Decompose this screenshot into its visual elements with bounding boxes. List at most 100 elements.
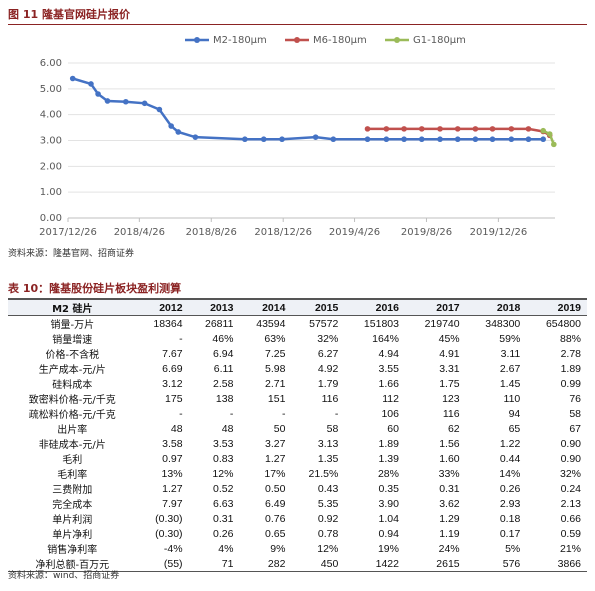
table-cell: 106 bbox=[381, 407, 399, 420]
table-row: 非硅成本-元/片 3.58 3.53 3.27 3.13 1.89 1.56 1.22 0.90 bbox=[8, 436, 587, 452]
table-row: 三费附加 1.27 0.52 0.50 0.43 0.35 0.31 0.26 0.24 bbox=[8, 481, 587, 497]
table-cell: 0.66 bbox=[560, 512, 581, 525]
point bbox=[418, 126, 425, 132]
table-cell: 0.99 bbox=[560, 377, 581, 390]
table-cell: 单片净利 bbox=[52, 530, 93, 541]
table-cell: 2.13 bbox=[560, 497, 581, 510]
table-row: 硅料成本 3.12 2.58 2.71 1.79 1.66 1.75 1.45 0.99 bbox=[8, 376, 587, 392]
table-cell: 60 bbox=[387, 422, 399, 435]
table-row: 单片净利 (0.30) 0.26 0.65 0.78 0.94 1.19 0.17 0.59 bbox=[8, 526, 587, 542]
table-cell: 13% bbox=[161, 467, 183, 480]
table-cell: 1.19 bbox=[439, 527, 460, 540]
table-cell: 5.35 bbox=[317, 497, 339, 510]
table-row: 生产成本-元/片 6.69 6.11 5.98 4.92 3.55 3.31 2.67 1.89 bbox=[8, 361, 587, 377]
table-cell: 2.67 bbox=[499, 362, 521, 375]
table-cell: 1.04 bbox=[378, 512, 399, 525]
table-cell: 4.91 bbox=[439, 347, 460, 360]
table-cell: 1.89 bbox=[378, 437, 399, 450]
point bbox=[418, 136, 425, 143]
table-cell: 46% bbox=[212, 332, 234, 345]
figure-source: 资料来源：隆基官网、招商证券 bbox=[8, 249, 135, 259]
point bbox=[330, 136, 337, 143]
table-cell: 21.5% bbox=[308, 467, 339, 480]
table-cell: 0.24 bbox=[560, 482, 581, 495]
table-cell: 0.76 bbox=[265, 512, 286, 525]
table-row: 销量-万片 18364 26811 43594 57572 151803 219740 348… bbox=[8, 316, 587, 332]
table-cell: 硅料成本 bbox=[52, 380, 93, 391]
table-cell: 3.62 bbox=[439, 497, 460, 510]
table: M2 硅片 2012 2013 2014 2015 2016 2017 2018 2019 销量-… bbox=[8, 298, 587, 572]
point bbox=[364, 126, 371, 132]
table-cell: 0.90 bbox=[560, 452, 581, 465]
table-cell: 48 bbox=[170, 422, 183, 435]
point bbox=[104, 98, 111, 104]
table-cell: 完全成本 bbox=[52, 500, 93, 511]
table-cell: 0.97 bbox=[162, 452, 183, 465]
table-cell: 3866 bbox=[526, 556, 587, 572]
x-tick-label: 2018/8/26 bbox=[186, 227, 237, 238]
table-row: 毛利 0.97 0.83 1.27 1.35 1.39 1.60 0.44 0.90 bbox=[8, 451, 587, 467]
table-cell: 2012 bbox=[136, 298, 189, 316]
point bbox=[260, 136, 267, 143]
table-cell: 1.89 bbox=[560, 362, 581, 375]
table-cell: 1422 bbox=[344, 556, 405, 572]
table-cell: 毛利 bbox=[62, 455, 83, 466]
point bbox=[383, 126, 390, 132]
table-cell: 58 bbox=[326, 422, 339, 435]
x-tick-label: 2018/4/26 bbox=[114, 227, 165, 238]
table-cell: 2018 bbox=[465, 298, 527, 316]
point bbox=[401, 126, 407, 132]
table-cell: 0.83 bbox=[212, 452, 234, 465]
table-cell: 净利总额-百万元 bbox=[8, 556, 137, 572]
x-tick-label: 2017/12/26 bbox=[39, 227, 97, 238]
table-cell: 19% bbox=[377, 542, 399, 555]
table-cell: 26811 bbox=[205, 317, 234, 330]
table-cell: 0.44 bbox=[499, 452, 521, 465]
table-cell: 1.39 bbox=[378, 452, 399, 465]
point bbox=[540, 136, 547, 143]
table-cell: 0.17 bbox=[499, 527, 521, 540]
table-cell: 71 bbox=[188, 556, 240, 572]
table-cell: 销售净利率 bbox=[47, 545, 98, 556]
table-cell: 1.75 bbox=[439, 377, 460, 390]
x-tick-label: 2019/12/26 bbox=[470, 227, 528, 238]
point bbox=[95, 91, 101, 97]
y-tick-label: 3.00 bbox=[40, 136, 62, 147]
point bbox=[175, 129, 182, 135]
table-cell: 0.94 bbox=[378, 527, 399, 540]
table-cell: 销量增速 bbox=[52, 335, 93, 346]
point bbox=[242, 136, 248, 143]
point bbox=[489, 126, 496, 132]
table-cell: M2 硅片 bbox=[8, 298, 137, 316]
table-cell: - bbox=[179, 332, 183, 345]
table-cell: 5% bbox=[505, 542, 521, 555]
table-cell: 疏松料价格-元/千克 bbox=[28, 410, 116, 421]
table-cell: 生产成本-元/片 bbox=[38, 365, 106, 376]
table-source: 资料来源：wind、招商证券 bbox=[8, 571, 120, 581]
table-cell: 4.92 bbox=[317, 362, 339, 375]
table-cell: 7.25 bbox=[265, 347, 286, 360]
point bbox=[192, 134, 199, 140]
table-cell: 1.66 bbox=[378, 377, 399, 390]
point bbox=[472, 136, 479, 143]
table-cell: 32% bbox=[559, 467, 581, 480]
table-cell: 576 bbox=[465, 556, 527, 572]
table-cell: 6.49 bbox=[265, 497, 286, 510]
table-cell: 0.31 bbox=[439, 482, 460, 495]
table-cell: 2615 bbox=[404, 556, 466, 572]
table-cell: 0.90 bbox=[560, 437, 581, 450]
table-cell: 12% bbox=[317, 542, 339, 555]
point bbox=[401, 136, 407, 143]
table-cell: - bbox=[281, 407, 286, 420]
table-cell: 2.93 bbox=[499, 497, 521, 510]
table-cell: (0.30) bbox=[155, 512, 183, 525]
table-cell: 价格-不含税 bbox=[45, 350, 100, 361]
table-cell: 7.97 bbox=[162, 497, 183, 510]
table-row: 单片利润 (0.30) 0.31 0.76 0.92 1.04 1.29 0.18 0.66 bbox=[8, 511, 587, 527]
table-cell: 3.53 bbox=[212, 437, 234, 450]
point bbox=[489, 136, 496, 143]
table-cell: 1.35 bbox=[317, 452, 339, 465]
table-cell: 6.94 bbox=[212, 347, 234, 360]
series-line bbox=[72, 77, 544, 141]
